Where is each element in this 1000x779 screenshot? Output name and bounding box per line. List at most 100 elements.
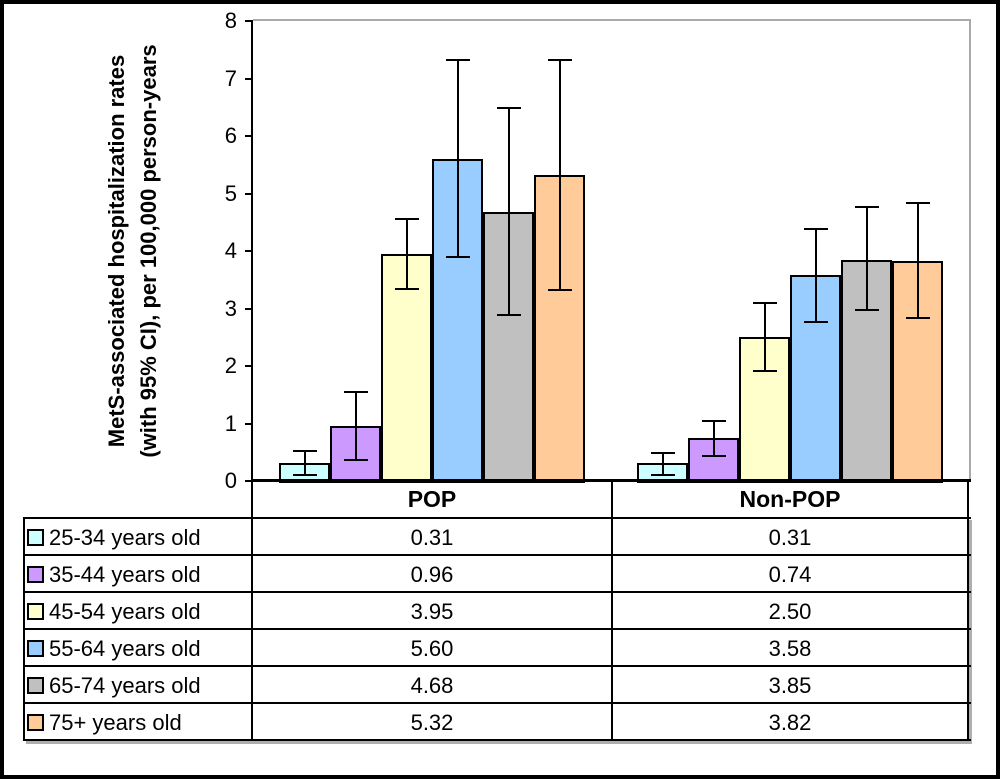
- y-tick-label: 0: [224, 468, 237, 493]
- legend-label: 55-64 years old: [49, 636, 201, 661]
- legend-swatch: [27, 603, 44, 620]
- y-tick-label: 4: [224, 238, 237, 263]
- y-tick-mark: [245, 307, 253, 310]
- plot-border-right: [969, 19, 971, 481]
- legend-swatch: [27, 714, 44, 731]
- column-header-non-pop: Non-POP: [739, 486, 841, 512]
- error-bar-cap-top: [445, 58, 470, 61]
- error-bar-cap-top: [803, 228, 828, 231]
- y-axis-title-line2: (with 95% CI), per 100,000 person-years: [136, 44, 161, 458]
- error-bar-cap-top: [701, 419, 726, 422]
- legend-swatch: [27, 640, 44, 657]
- table-row: 55-64 years old 5.60 3.58: [0, 630, 1000, 667]
- bar-pop-45-54: [381, 253, 432, 483]
- table-value: 3.95: [410, 599, 454, 624]
- table-value: 4.68: [410, 673, 454, 698]
- y-tick-label: 8: [224, 8, 237, 33]
- error-bar-cap-bottom: [343, 459, 368, 462]
- table-row: 65-74 years old 4.68 3.85: [0, 667, 1000, 704]
- error-bar-cap-bottom: [803, 321, 828, 324]
- bar-non-pop-35-44: [688, 438, 739, 483]
- y-tick-mark: [245, 422, 253, 425]
- legend-swatch: [27, 566, 44, 583]
- error-bar-cap-bottom: [547, 288, 572, 291]
- table-row: 25-34 years old 0.31 0.31: [0, 519, 1000, 556]
- y-tick-mark: [245, 192, 253, 195]
- table-value: 5.32: [410, 710, 454, 735]
- legend-swatch: [27, 529, 44, 546]
- table-divider-groups: [611, 481, 613, 741]
- error-bar-cap-bottom: [752, 370, 777, 373]
- error-bar-cap-top: [905, 201, 930, 204]
- error-bar-cap-bottom: [701, 455, 726, 458]
- error-bar-cap-top: [752, 301, 777, 304]
- plot-border-top: [253, 19, 971, 21]
- y-tick-mark: [245, 365, 253, 367]
- y-tick-label: 6: [224, 123, 237, 148]
- table-row-divider: [23, 554, 971, 556]
- table-value: 0.96: [410, 562, 454, 587]
- error-bar-cap-bottom: [650, 474, 675, 477]
- error-bar-cap-bottom: [496, 314, 521, 317]
- table-divider-legend: [251, 481, 253, 741]
- error-bar-line: [507, 107, 510, 316]
- table-row-divider: [23, 628, 971, 630]
- table-line-top: [23, 517, 971, 519]
- table-value: 3.82: [768, 710, 812, 735]
- legend-label: 35-44 years old: [49, 562, 201, 587]
- error-bar-line: [405, 219, 408, 289]
- y-tick-mark: [245, 480, 253, 482]
- column-header-pop: POP: [407, 486, 457, 512]
- error-bar-line: [456, 59, 459, 257]
- y-tick-label: 3: [224, 295, 237, 321]
- legend-swatch: [27, 677, 44, 694]
- table-value: 0.31: [410, 525, 454, 550]
- error-bar-line: [763, 302, 766, 372]
- error-bar-cap-bottom: [905, 316, 930, 319]
- error-bar-line: [303, 451, 306, 476]
- bar-non-pop-55-64: [790, 275, 841, 483]
- error-bar-cap-top: [547, 58, 572, 61]
- error-bar-line: [712, 420, 715, 457]
- table-row: 45-54 years old 3.95 2.50: [0, 593, 1000, 630]
- table-row: 35-44 years old 0.96 0.74: [0, 556, 1000, 593]
- error-bar-cap-bottom: [854, 309, 879, 312]
- table-value: 0.74: [768, 562, 812, 587]
- error-bar-cap-top: [394, 218, 419, 221]
- y-tick-mark: [245, 20, 253, 22]
- table-row-divider: [23, 702, 971, 704]
- y-tick-label: 2: [224, 353, 237, 378]
- y-tick-mark: [245, 77, 253, 80]
- y-tick-label: 5: [224, 180, 237, 206]
- table-value: 0.31: [768, 525, 812, 550]
- error-bar-cap-bottom: [292, 474, 317, 477]
- error-bar-line: [354, 391, 357, 461]
- error-bar-cap-top: [650, 451, 675, 454]
- y-tick-mark: [245, 135, 253, 137]
- error-bar-cap-top: [343, 390, 368, 393]
- table-value: 5.60: [410, 636, 454, 661]
- legend-label: 65-74 years old: [49, 673, 201, 698]
- table-border-right: [967, 481, 969, 741]
- error-bar-cap-bottom: [394, 287, 419, 290]
- table-row: 75+ years old 5.32 3.82: [0, 704, 1000, 741]
- error-bar-line: [865, 206, 868, 311]
- error-bar-cap-top: [292, 450, 317, 453]
- table-border-left: [23, 517, 25, 739]
- y-tick-label: 1: [224, 410, 237, 436]
- x-axis-line: [251, 479, 971, 482]
- error-bar-line: [814, 229, 817, 323]
- table-value: 3.85: [768, 673, 812, 698]
- table-value: 2.50: [768, 599, 812, 624]
- table-line-bottom: [23, 739, 971, 741]
- table-row-divider: [23, 665, 971, 667]
- bar-pop-55-64: [432, 159, 483, 483]
- legend-label: 45-54 years old: [49, 599, 201, 624]
- y-tick-mark: [245, 250, 253, 252]
- y-tick-label: 7: [224, 65, 237, 91]
- legend-label: 25-34 years old: [49, 525, 201, 550]
- y-axis-line: [251, 21, 253, 481]
- error-bar-line: [558, 59, 561, 290]
- error-bar-line: [916, 202, 919, 318]
